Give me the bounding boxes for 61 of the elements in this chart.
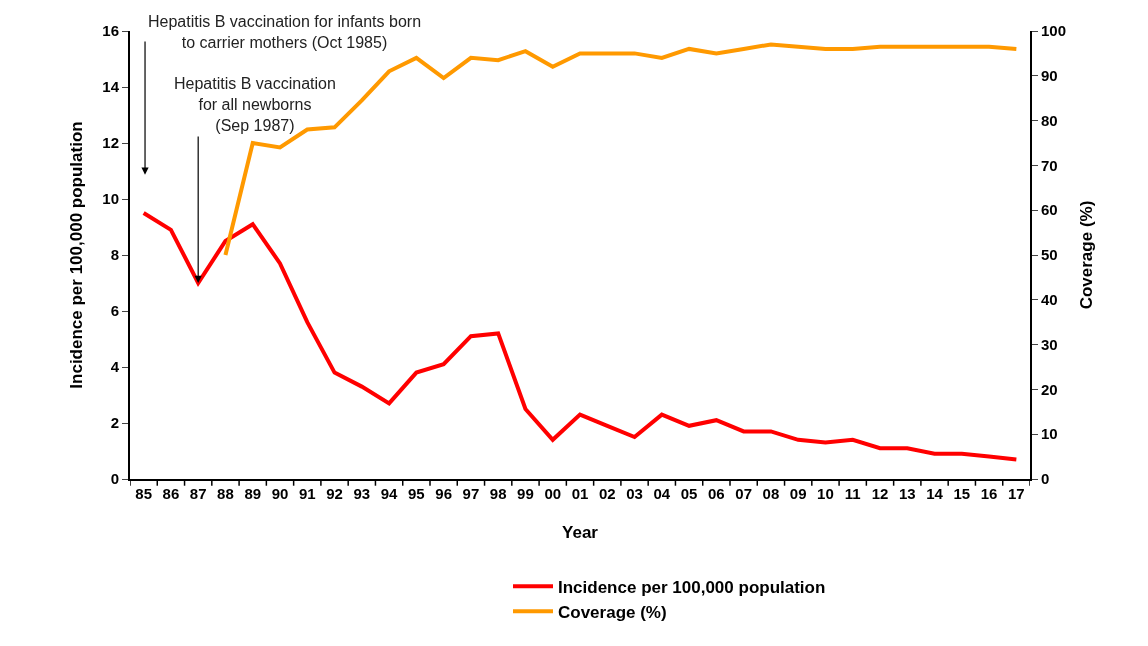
x-tick-label: 09 (789, 485, 807, 502)
x-tick-label: 12 (871, 485, 889, 502)
x-axis-title: Year (562, 522, 599, 542)
y-tick-label: 0 (110, 470, 119, 488)
x-tick-label: 01 (571, 485, 589, 502)
y-tick-label: 14 (102, 78, 120, 96)
x-tick-label: 97 (462, 485, 480, 502)
legend-label: Coverage (%) (558, 602, 667, 622)
x-tick-label: 85 (135, 485, 152, 502)
x-tick-label: 98 (489, 485, 507, 502)
x-tick-label: 95 (408, 485, 425, 502)
x-tick-label: 17 (1008, 485, 1025, 502)
y2-tick-label: 80 (1041, 111, 1058, 129)
line-series (141, 211, 1019, 462)
x-tick-label: 94 (380, 485, 399, 502)
x-tick-label: 13 (898, 485, 916, 502)
x-tick-label: 15 (953, 485, 971, 502)
x-tick-label: 86 (162, 485, 180, 502)
x-tick-label: 96 (435, 485, 452, 502)
x-tick-label: 07 (735, 485, 752, 502)
y2-tick-label: 100 (1041, 22, 1067, 40)
y-tick-label: 6 (110, 302, 119, 320)
y2-tick-label: 0 (1041, 470, 1050, 488)
y-tick-label: 8 (110, 246, 119, 264)
x-tick-label: 08 (762, 485, 780, 502)
x-tick-label: 92 (326, 485, 343, 502)
x-tick-label: 03 (626, 485, 643, 502)
x-tick-label: 93 (353, 485, 371, 502)
annotation: Hepatitis B vaccination for all newborns (Sep 1987) (174, 75, 336, 134)
y2-tick-label: 10 (1041, 425, 1058, 443)
x-tick-label: 99 (517, 485, 534, 502)
x-tick-label: 06 (708, 485, 725, 502)
x-tick-label: 89 (244, 485, 262, 502)
x-tick-label: 02 (598, 485, 616, 502)
y2-axis-title: Coverage (%) (1076, 200, 1096, 310)
x-tick-label: 10 (817, 485, 834, 502)
x-tick-label: 88 (217, 485, 234, 502)
y-tick-label: 16 (102, 22, 119, 40)
y2-tick-label: 40 (1041, 291, 1058, 309)
x-tick-label: 11 (844, 485, 861, 502)
y-tick-label: 2 (110, 414, 119, 432)
y2-tick-label: 20 (1041, 380, 1058, 398)
y2-tick-label: 30 (1041, 335, 1058, 353)
y-tick-label: 12 (102, 134, 119, 152)
y2-tick-label: 90 (1041, 67, 1058, 85)
y2-tick-label: 70 (1041, 156, 1058, 174)
x-tick-label: 05 (680, 485, 698, 502)
y2-tick-label: 60 (1041, 201, 1058, 219)
y-tick-label: 4 (110, 358, 120, 376)
annotation: Hepatitis B vaccination for infants born to carrier mothers (Oct 1985) (148, 13, 422, 51)
x-tick-label: 90 (271, 485, 289, 502)
y-axis-title: Incidence per 100,000 population (67, 121, 87, 389)
x-tick-label: 87 (189, 485, 207, 502)
legend-label: Incidence per 100,000 population (558, 577, 826, 597)
x-tick-label: 00 (544, 485, 562, 502)
y2-tick-label: 50 (1041, 246, 1058, 264)
y-tick-label: 10 (102, 190, 119, 208)
x-tick-label: 91 (298, 485, 316, 502)
x-tick-label: 14 (926, 485, 944, 502)
x-tick-label: 04 (653, 485, 671, 502)
x-tick-label: 16 (980, 485, 998, 502)
